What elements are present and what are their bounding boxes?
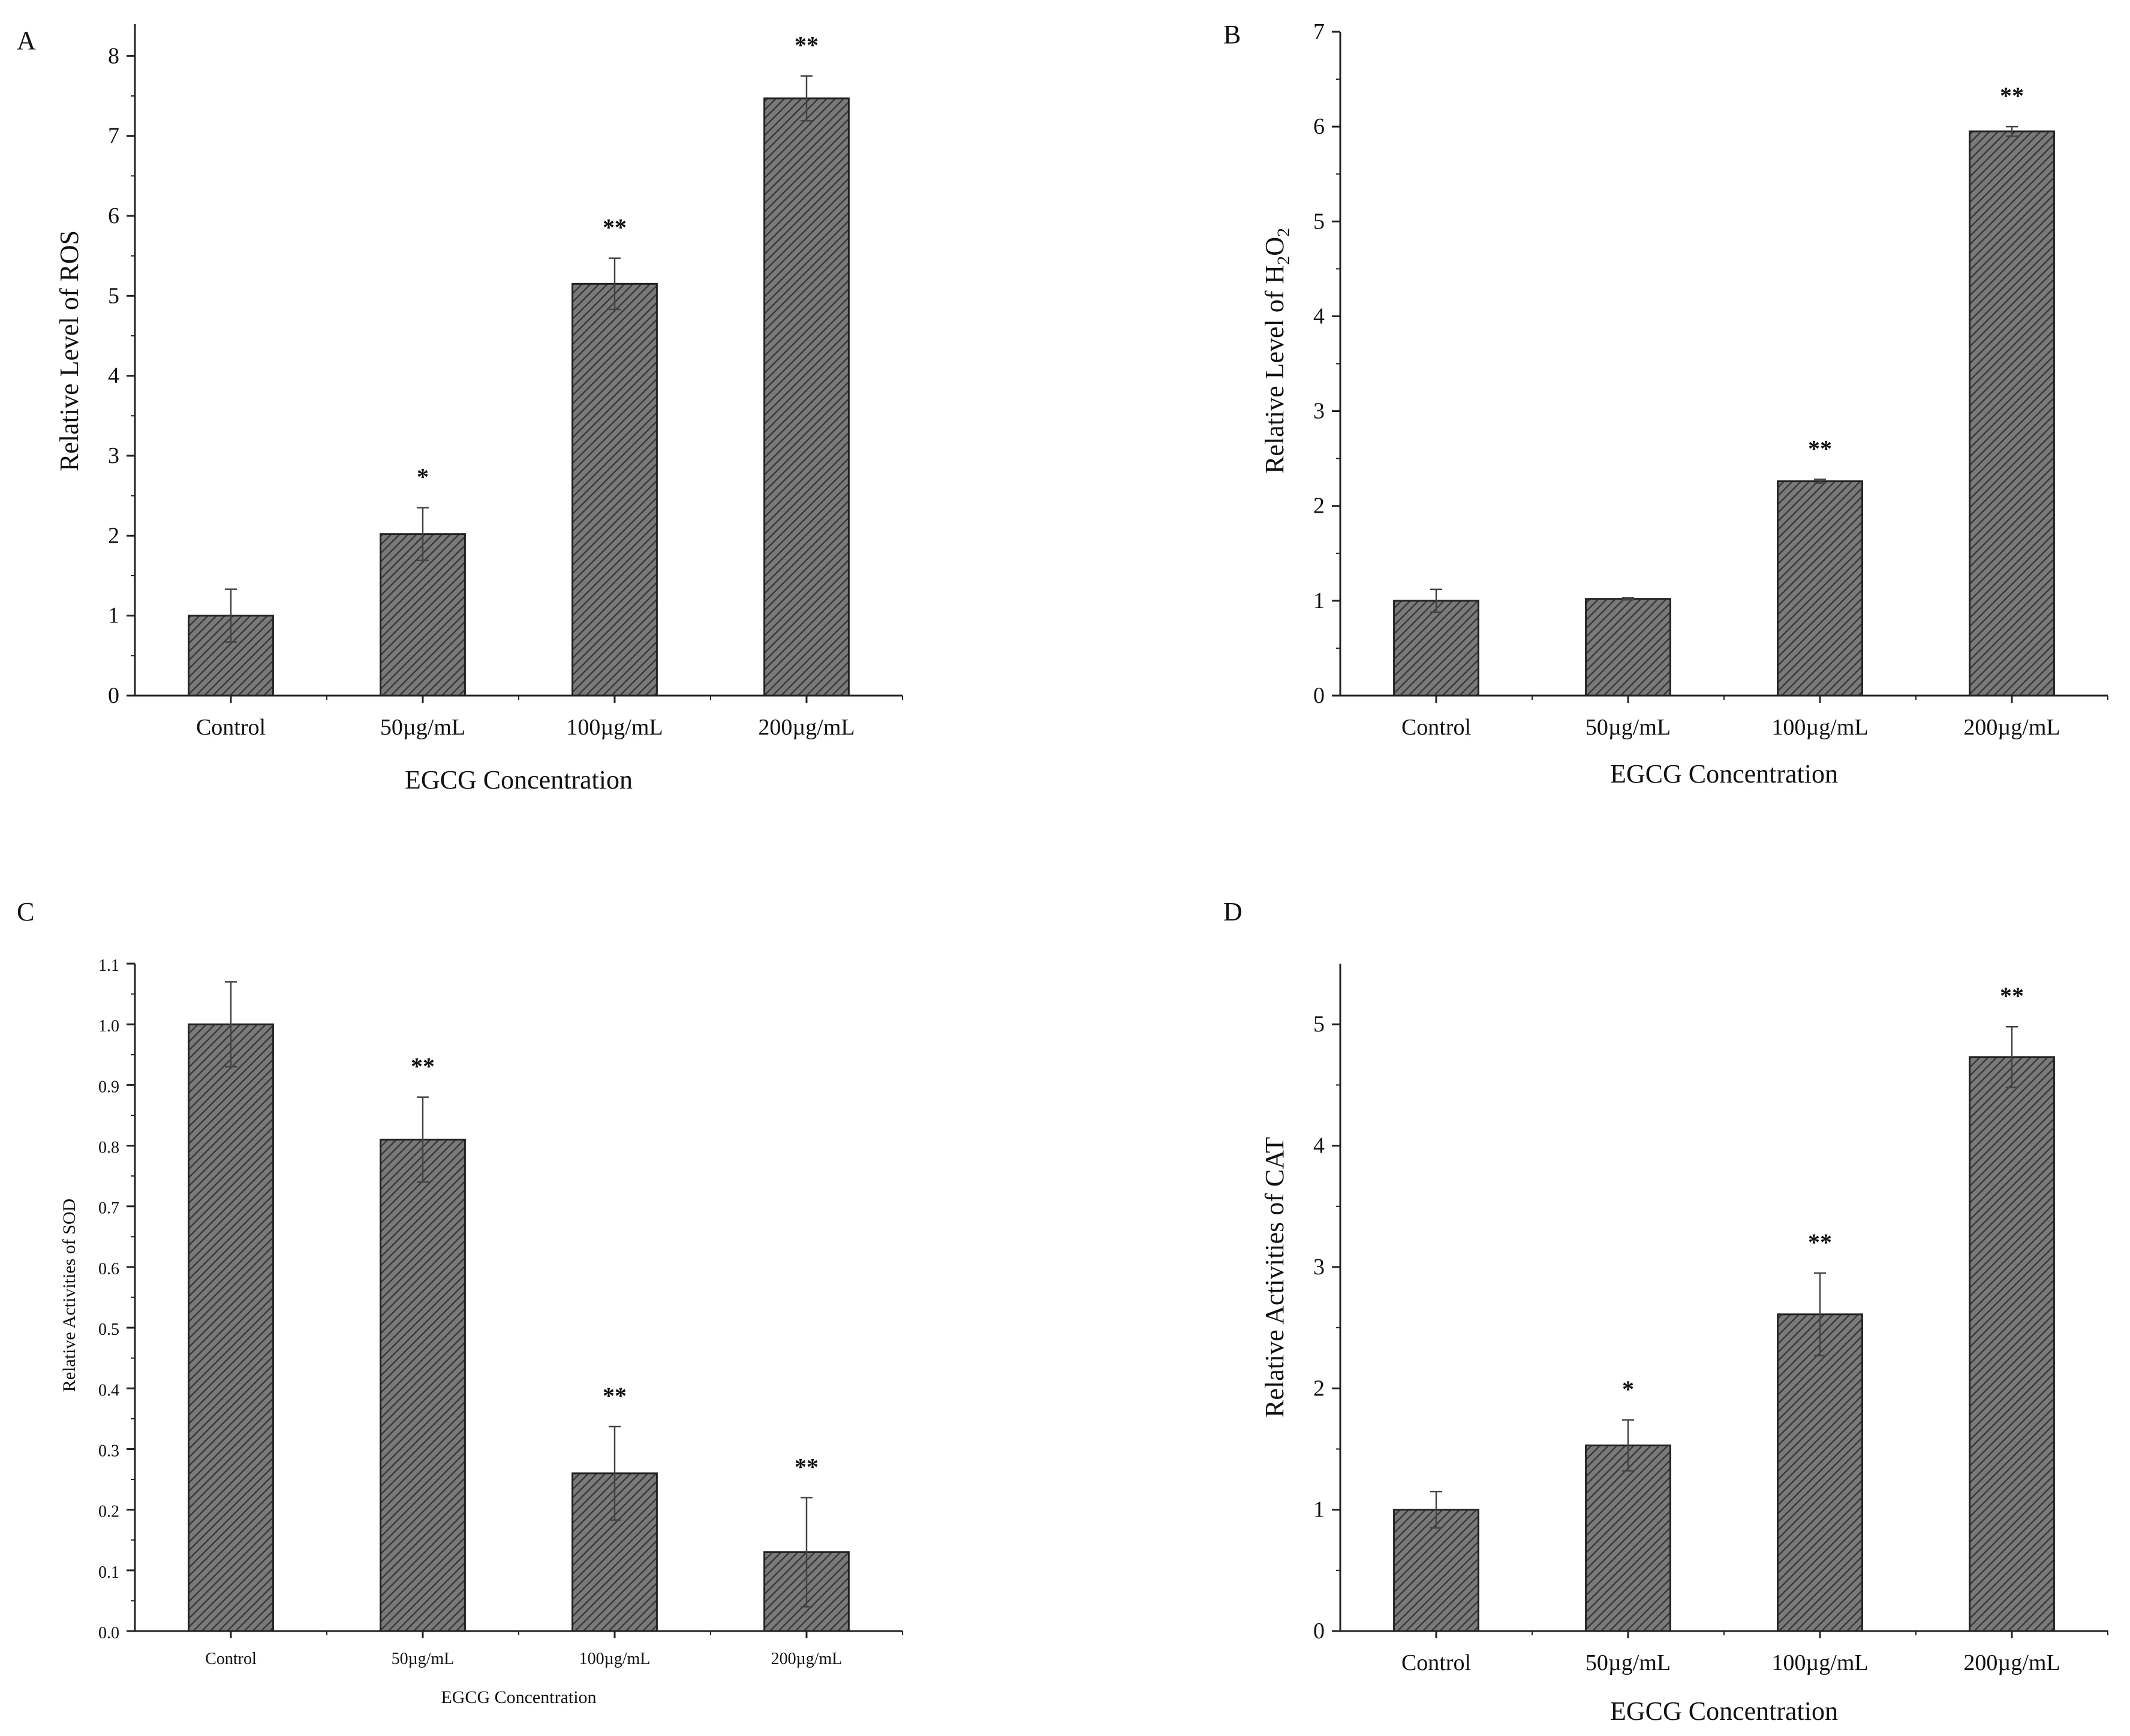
y-tick-label: 0.4 (98, 1381, 119, 1400)
x-axis-title: EGCG Concentration (1610, 759, 1838, 789)
x-axis-title: EGCG Concentration (405, 765, 633, 795)
x-axis-title: EGCG Concentration (441, 1687, 596, 1707)
bar (1777, 480, 1863, 697)
chart-panel-a: A Relative Level of ROS EGCG Concentrati… (17, 24, 903, 795)
y-tick-label: 5 (1313, 1012, 1325, 1037)
significance-marker: ** (795, 1453, 819, 1480)
significance-marker: ** (2000, 982, 2024, 1009)
y-tick-label: 0 (1313, 683, 1325, 708)
y-tick-label: 1.1 (98, 956, 119, 975)
significance-marker: ** (1808, 1229, 1832, 1256)
y-tick-label: 0.2 (98, 1503, 119, 1521)
significance-marker: ** (603, 214, 627, 241)
y-tick-label: 0.1 (98, 1563, 119, 1582)
y-axis-title: Relative Activities of SOD (59, 1199, 79, 1392)
y-axis-title: Relative Level of ROS (55, 230, 84, 471)
y-tick-label: 5 (108, 283, 119, 308)
significance-marker: ** (2000, 82, 2024, 109)
x-tick-label: 200µg/mL (1963, 715, 2060, 740)
x-tick-label: 200µg/mL (771, 1650, 843, 1668)
significance-marker: * (417, 464, 429, 491)
x-tick-label: Control (205, 1650, 257, 1668)
bar (1393, 1509, 1479, 1632)
panel-label: B (1223, 20, 1241, 49)
panel-label: C (17, 897, 34, 926)
bar (1585, 1444, 1671, 1632)
panel-label: A (17, 26, 36, 55)
x-axis-title: EGCG Concentration (1610, 1696, 1838, 1726)
y-tick-label: 3 (1313, 1254, 1325, 1280)
y-tick-label: 3 (108, 443, 119, 468)
x-tick-label: 100µg/mL (1771, 715, 1868, 740)
y-tick-label: 0.9 (98, 1078, 119, 1096)
bar (188, 1023, 274, 1632)
significance-marker: ** (1808, 435, 1832, 462)
y-tick-label: 2 (1313, 494, 1325, 519)
bar (763, 97, 850, 697)
x-tick-label: 100µg/mL (1771, 1650, 1868, 1675)
bar (1777, 1313, 1863, 1632)
bar (1969, 1056, 2055, 1632)
bar (1969, 130, 2055, 697)
significance-marker: ** (411, 1053, 435, 1080)
y-tick-label: 2 (1313, 1376, 1325, 1401)
bar (1393, 600, 1479, 697)
x-tick-label: 50µg/mL (1586, 715, 1671, 740)
y-axis-title: Relative Level of H2O2 (1260, 228, 1293, 474)
x-tick-label: 50µg/mL (380, 715, 465, 740)
significance-marker: ** (603, 1382, 627, 1409)
x-tick-label: Control (196, 715, 266, 740)
y-tick-label: 4 (1313, 303, 1325, 329)
y-tick-label: 1 (108, 603, 119, 628)
x-tick-label: 50µg/mL (1586, 1650, 1671, 1675)
chart-panel-d: D Relative Activities of CAT EGCG Concen… (1223, 897, 2108, 1726)
bar (380, 1138, 466, 1632)
chart-panel-b: B Relative Level of H2O2 EGCG Concentrat… (1223, 19, 2108, 789)
x-tick-label: 50µg/mL (392, 1650, 455, 1668)
y-tick-label: 8 (108, 43, 119, 68)
x-tick-label: 200µg/mL (758, 715, 855, 740)
significance-marker: ** (795, 32, 819, 59)
y-tick-label: 4 (1313, 1133, 1325, 1159)
y-tick-label: 0.8 (98, 1139, 119, 1157)
x-tick-label: 100µg/mL (566, 715, 663, 740)
y-tick-label: 1 (1313, 588, 1325, 613)
panel-label: D (1223, 897, 1242, 926)
y-tick-label: 0.6 (98, 1260, 119, 1278)
y-tick-label: 0 (1313, 1618, 1325, 1644)
y-tick-label: 6 (1313, 114, 1325, 139)
bar (571, 282, 658, 697)
x-tick-label: 100µg/mL (579, 1650, 651, 1668)
y-tick-label: 4 (108, 363, 119, 389)
significance-marker: * (1622, 1376, 1634, 1403)
x-tick-label: 200µg/mL (1963, 1650, 2060, 1675)
y-tick-label: 3 (1313, 399, 1325, 424)
chart-panel-c: C Relative Activities of SOD EGCG Concen… (17, 897, 903, 1707)
y-tick-label: 0 (108, 683, 119, 708)
y-tick-label: 0.5 (98, 1320, 119, 1339)
bar (1585, 598, 1671, 697)
y-axis-title: Relative Activities of CAT (1260, 1137, 1289, 1418)
y-tick-label: 1 (1313, 1497, 1325, 1523)
y-tick-label: 6 (108, 203, 119, 228)
y-tick-label: 5 (1313, 209, 1325, 234)
x-tick-label: Control (1401, 1650, 1471, 1675)
x-tick-label: Control (1401, 715, 1471, 740)
y-tick-label: 0.3 (98, 1442, 119, 1460)
y-tick-label: 7 (108, 124, 119, 149)
y-tick-label: 7 (1313, 19, 1325, 44)
y-tick-label: 0.7 (98, 1199, 119, 1218)
y-tick-label: 1.0 (98, 1017, 119, 1036)
y-tick-label: 2 (108, 523, 119, 548)
y-tick-label: 0.0 (98, 1624, 119, 1642)
